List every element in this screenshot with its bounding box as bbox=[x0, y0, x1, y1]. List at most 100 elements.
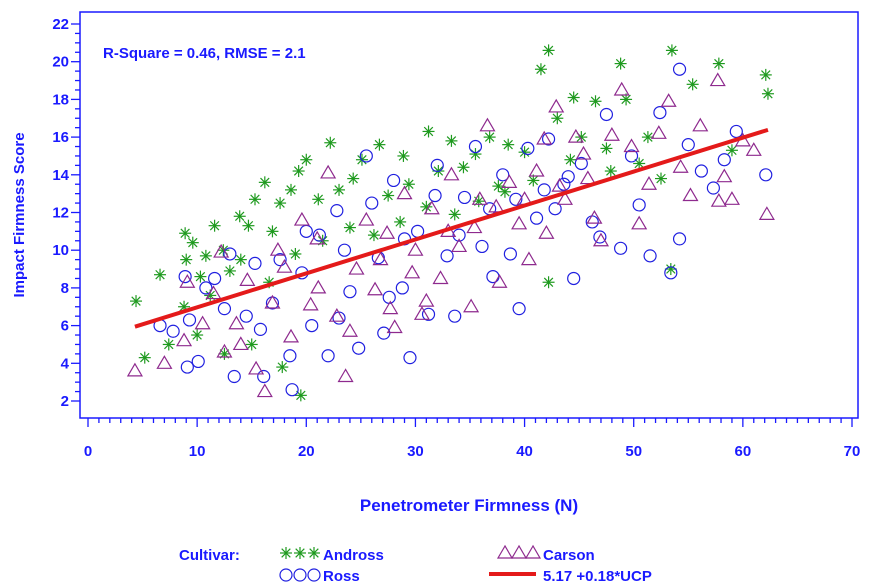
data-point bbox=[694, 164, 708, 178]
data-point bbox=[541, 132, 556, 146]
data-point bbox=[273, 253, 287, 267]
data-point bbox=[337, 368, 354, 383]
data-point bbox=[599, 107, 614, 122]
data-point bbox=[233, 210, 246, 223]
data-point bbox=[227, 369, 241, 384]
data-point bbox=[292, 165, 305, 178]
data-point bbox=[223, 264, 236, 277]
data-point bbox=[418, 292, 435, 307]
data-point bbox=[604, 165, 617, 178]
data-point bbox=[511, 215, 528, 230]
data-point bbox=[413, 306, 431, 320]
data-point bbox=[205, 285, 222, 300]
y-tick-label: 14 bbox=[52, 167, 69, 184]
data-point bbox=[258, 176, 271, 189]
data-point bbox=[423, 200, 440, 215]
data-point bbox=[293, 211, 310, 226]
data-point bbox=[488, 198, 505, 213]
data-point bbox=[538, 225, 555, 239]
data-point bbox=[228, 315, 245, 330]
series-andross bbox=[130, 44, 774, 402]
data-points bbox=[126, 44, 775, 402]
data-point bbox=[373, 138, 386, 151]
data-point bbox=[692, 117, 709, 132]
x-axis-title: Penetrometer Firmness (N) bbox=[360, 496, 578, 515]
data-point bbox=[445, 134, 458, 147]
data-point bbox=[312, 193, 325, 206]
y-tick-label: 8 bbox=[61, 280, 69, 297]
data-point bbox=[182, 313, 197, 327]
data-point bbox=[194, 270, 207, 283]
data-point bbox=[395, 281, 409, 295]
data-point bbox=[759, 68, 772, 81]
data-point bbox=[248, 193, 261, 206]
data-point bbox=[448, 309, 462, 323]
data-point bbox=[672, 159, 689, 173]
data-point bbox=[321, 349, 335, 363]
data-point bbox=[234, 253, 247, 266]
data-point bbox=[282, 328, 300, 343]
data-point bbox=[396, 185, 413, 200]
data-point bbox=[300, 153, 313, 166]
data-point bbox=[264, 294, 281, 309]
series-ross bbox=[153, 62, 773, 397]
y-tick-label: 10 bbox=[52, 242, 69, 259]
data-point bbox=[650, 125, 667, 139]
data-point bbox=[452, 228, 466, 242]
data-point bbox=[620, 93, 633, 106]
data-point bbox=[199, 281, 213, 295]
data-point bbox=[191, 329, 204, 342]
data-point bbox=[567, 271, 581, 286]
data-point bbox=[347, 172, 360, 185]
data-point bbox=[166, 324, 180, 338]
legend-andross-marker bbox=[294, 547, 306, 559]
y-tick-label: 20 bbox=[52, 54, 69, 71]
data-point bbox=[521, 141, 535, 156]
data-point bbox=[343, 221, 356, 234]
y-axis-title: Impact Firmness Score bbox=[11, 132, 28, 297]
data-point bbox=[191, 354, 205, 369]
data-point bbox=[217, 302, 232, 316]
data-point bbox=[382, 300, 399, 315]
data-point bbox=[512, 302, 526, 316]
data-point bbox=[348, 260, 365, 275]
annotation-text: R-Square = 0.46, RMSE = 2.1 bbox=[103, 45, 306, 62]
data-point bbox=[242, 219, 255, 232]
data-point bbox=[672, 62, 687, 76]
data-point bbox=[614, 57, 627, 70]
data-point bbox=[443, 166, 460, 181]
data-point bbox=[337, 243, 352, 257]
data-point bbox=[589, 95, 602, 108]
data-point bbox=[624, 149, 639, 163]
data-point bbox=[451, 238, 468, 253]
data-point bbox=[269, 242, 286, 256]
data-point bbox=[208, 271, 222, 286]
y-tick-label: 12 bbox=[52, 205, 69, 222]
data-point bbox=[725, 144, 738, 157]
data-point bbox=[520, 251, 537, 266]
data-point bbox=[491, 274, 508, 288]
data-point bbox=[709, 72, 726, 87]
x-tick-label: 10 bbox=[189, 443, 206, 460]
data-point bbox=[283, 349, 297, 363]
data-point bbox=[712, 57, 725, 70]
plot-frame bbox=[79, 11, 859, 419]
legend-fit-label: 5.17 +0.18*UCP bbox=[543, 568, 652, 585]
data-point bbox=[309, 230, 326, 245]
x-tick-label: 20 bbox=[298, 443, 315, 460]
data-point bbox=[276, 258, 293, 273]
data-point bbox=[428, 188, 442, 203]
data-point bbox=[274, 197, 287, 210]
data-point bbox=[266, 225, 279, 238]
data-point bbox=[359, 149, 373, 163]
legend-ross-marker-icon bbox=[279, 568, 321, 582]
data-point bbox=[302, 296, 319, 311]
legend-carson-marker bbox=[510, 544, 528, 559]
data-point bbox=[468, 139, 483, 154]
data-point bbox=[320, 164, 337, 179]
data-point bbox=[723, 191, 740, 205]
data-point bbox=[448, 208, 461, 221]
data-point bbox=[574, 156, 588, 171]
data-point bbox=[403, 351, 417, 365]
